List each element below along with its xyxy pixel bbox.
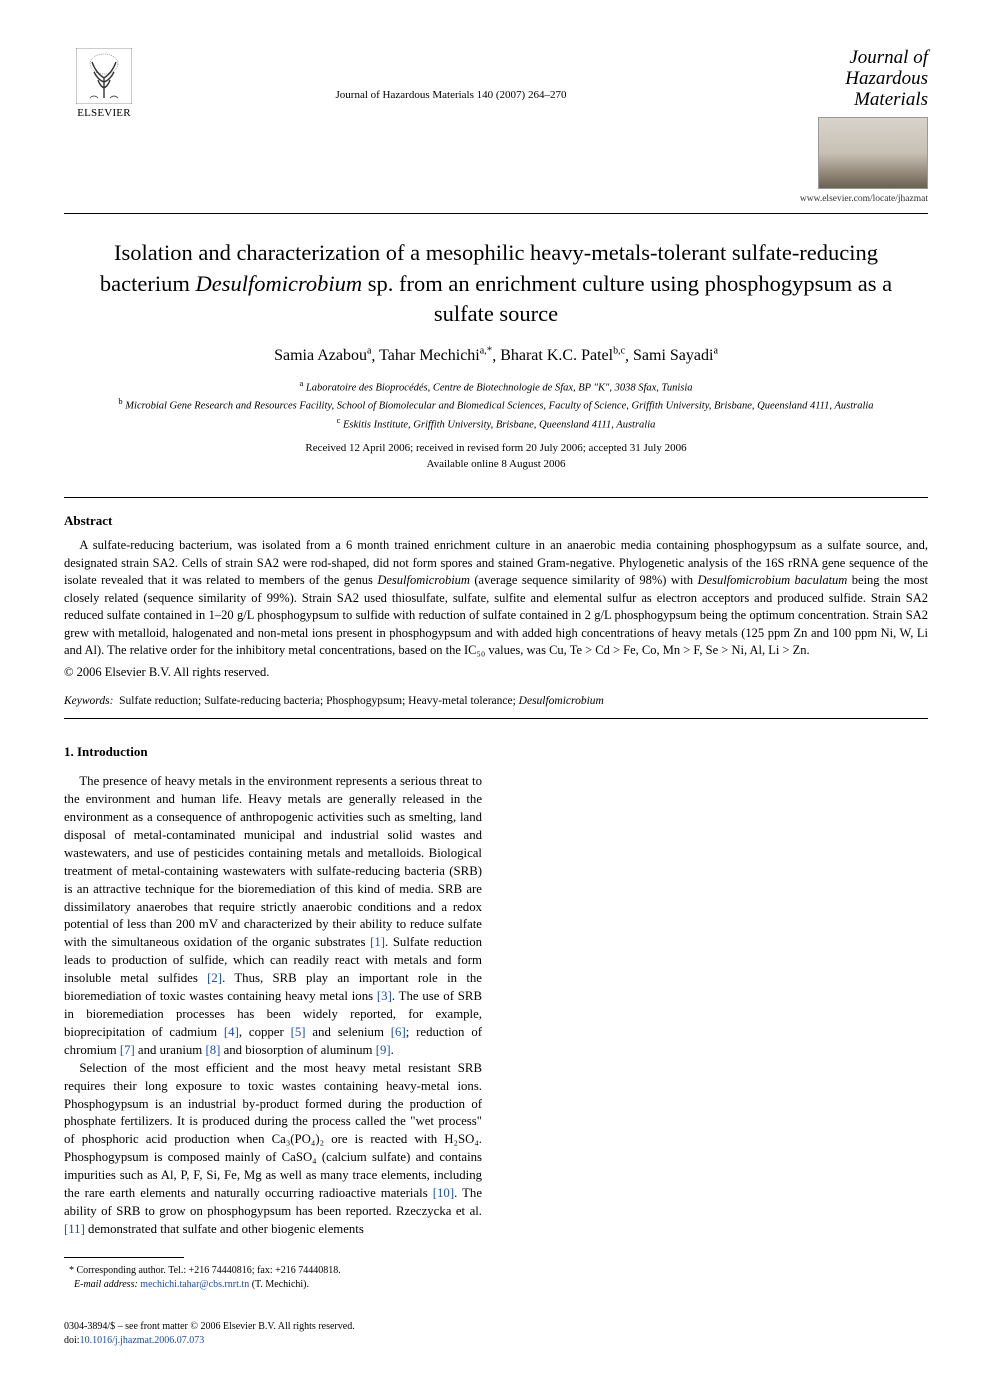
elsevier-tree-logo [76,48,132,104]
citation-link[interactable]: [3] [377,989,392,1003]
body-text: and selenium [306,1025,391,1039]
author-name: Samia Azabou [274,347,367,364]
body-text: Selection of the most efficient and the … [64,1061,482,1200]
author: Tahar Mechichia,* [379,347,492,364]
citation-link[interactable]: [4] [224,1025,239,1039]
body-text: . [391,1043,394,1057]
body-text: and biosorption of aluminum [220,1043,375,1057]
footnote-text: Corresponding author. Tel.: +216 7444081… [77,1265,341,1276]
abstract-species: Desulfomicrobium [377,573,470,587]
body-columns: 1. Introduction The presence of heavy me… [64,743,928,1239]
citation-link[interactable]: [1] [370,935,385,949]
abstract-text: (average sequence similarity of 98%) wit… [470,573,698,587]
doi-link[interactable]: 10.1016/j.jhazmat.2006.07.073 [80,1335,205,1346]
intro-paragraph-2: Selection of the most efficient and the … [64,1060,482,1239]
author-affil-mark: a, [480,346,487,357]
citation-link[interactable]: [6] [391,1025,406,1039]
affiliation: b Microbial Gene Research and Resources … [64,395,928,414]
abstract-copyright: © 2006 Elsevier B.V. All rights reserved… [64,664,928,681]
journal-url[interactable]: www.elsevier.com/locate/jhazmat [758,193,928,206]
body-text: demonstrated that sulfate and other biog… [85,1222,364,1236]
abstract-body: A sulfate-reducing bacterium, was isolat… [64,537,928,660]
corresponding-footnote: * Corresponding author. Tel.: +216 74440… [64,1264,928,1292]
affil-text: Laboratoire des Bioprocédés, Centre de B… [306,382,693,393]
publisher-name: ELSEVIER [77,106,131,121]
citation-link[interactable]: [8] [205,1043,220,1057]
citation-link[interactable]: [10] [433,1186,454,1200]
body-text: , copper [239,1025,291,1039]
footnote-rule [64,1257,184,1258]
journal-brand-title: Journal of Hazardous Materials [758,48,928,111]
affil-text: Eskitis Institute, Griffith University, … [343,419,655,430]
affiliation: a Laboratoire des Bioprocédés, Centre de… [64,377,928,396]
abstract-heading: Abstract [64,512,928,530]
author: Sami Sayadia [633,347,718,364]
citation-link[interactable]: [11] [64,1222,85,1236]
title-species: Desulfomicrobium [196,271,363,296]
affil-mark: c [337,415,341,425]
affil-mark: b [118,396,122,406]
article-title: Isolation and characterization of a meso… [84,238,908,329]
received-date: Received 12 April 2006; received in revi… [64,441,928,457]
footnote-email-label: E-mail address: [74,1279,138,1290]
footer-doi: doi:10.1016/j.jhazmat.2006.07.073 [64,1334,928,1348]
keywords-line: Keywords: Sulfate reduction; Sulfate-red… [64,694,928,710]
intro-paragraph-1: The presence of heavy metals in the envi… [64,773,482,1060]
journal-title-line1: Journal of [849,47,928,68]
author: Bharat K.C. Patelb,c [500,347,625,364]
page-footer: 0304-3894/$ – see front matter © 2006 El… [64,1320,928,1348]
affiliations: a Laboratoire des Bioprocédés, Centre de… [64,377,928,433]
author-affil-mark: a [713,346,717,357]
citation-link[interactable]: [9] [376,1043,391,1057]
keywords-items: Sulfate reduction; Sulfate-reducing bact… [119,695,519,707]
doi-label: doi: [64,1335,80,1346]
body-text: The presence of heavy metals in the envi… [64,774,482,949]
affil-mark: a [300,378,304,388]
abstract-species: Desulfomicrobium baculatum [698,573,848,587]
author-affil-mark: a [367,346,371,357]
keywords-label: Keywords: [64,695,113,707]
author-name: Sami Sayadi [633,347,713,364]
affiliation: c Eskitis Institute, Griffith University… [64,414,928,433]
footnote-email-link[interactable]: mechichi.tahar@cbs.rnrt.tn [140,1279,249,1290]
citation-link[interactable]: [2] [207,971,222,985]
author-affil-mark: b,c [613,346,625,357]
journal-cover-thumbnail [818,117,928,189]
title-text-post: sp. from an enrichment culture using pho… [362,271,892,326]
section-heading-intro: 1. Introduction [64,743,482,761]
header-rule [64,213,928,214]
abstract-top-rule [64,497,928,498]
authors-line: Samia Azaboua, Tahar Mechichia,*, Bharat… [64,344,928,367]
footnote-email-who: (T. Mechichi). [252,1279,309,1290]
body-text: and uranium [135,1043,206,1057]
corresponding-mark: * [487,345,493,357]
author-name: Bharat K.C. Patel [500,347,613,364]
online-date: Available online 8 August 2006 [64,457,928,473]
citation-link[interactable]: [5] [291,1025,306,1039]
keywords-species: Desulfomicrobium [519,695,604,707]
journal-title-line3: Materials [854,89,928,110]
author-name: Tahar Mechichi [379,347,480,364]
footer-copyright: 0304-3894/$ – see front matter © 2006 El… [64,1320,928,1334]
journal-reference: Journal of Hazardous Materials 140 (2007… [144,88,758,103]
article-dates: Received 12 April 2006; received in revi… [64,441,928,473]
page-header: ELSEVIER Journal of Hazardous Materials … [64,48,928,205]
affil-text: Microbial Gene Research and Resources Fa… [125,401,873,412]
publisher-block: ELSEVIER [64,48,144,121]
author: Samia Azaboua [274,347,371,364]
journal-brand: Journal of Hazardous Materials www.elsev… [758,48,928,205]
abstract-bottom-rule [64,718,928,719]
citation-link[interactable]: [7] [120,1043,135,1057]
journal-title-line2: Hazardous [845,68,928,89]
